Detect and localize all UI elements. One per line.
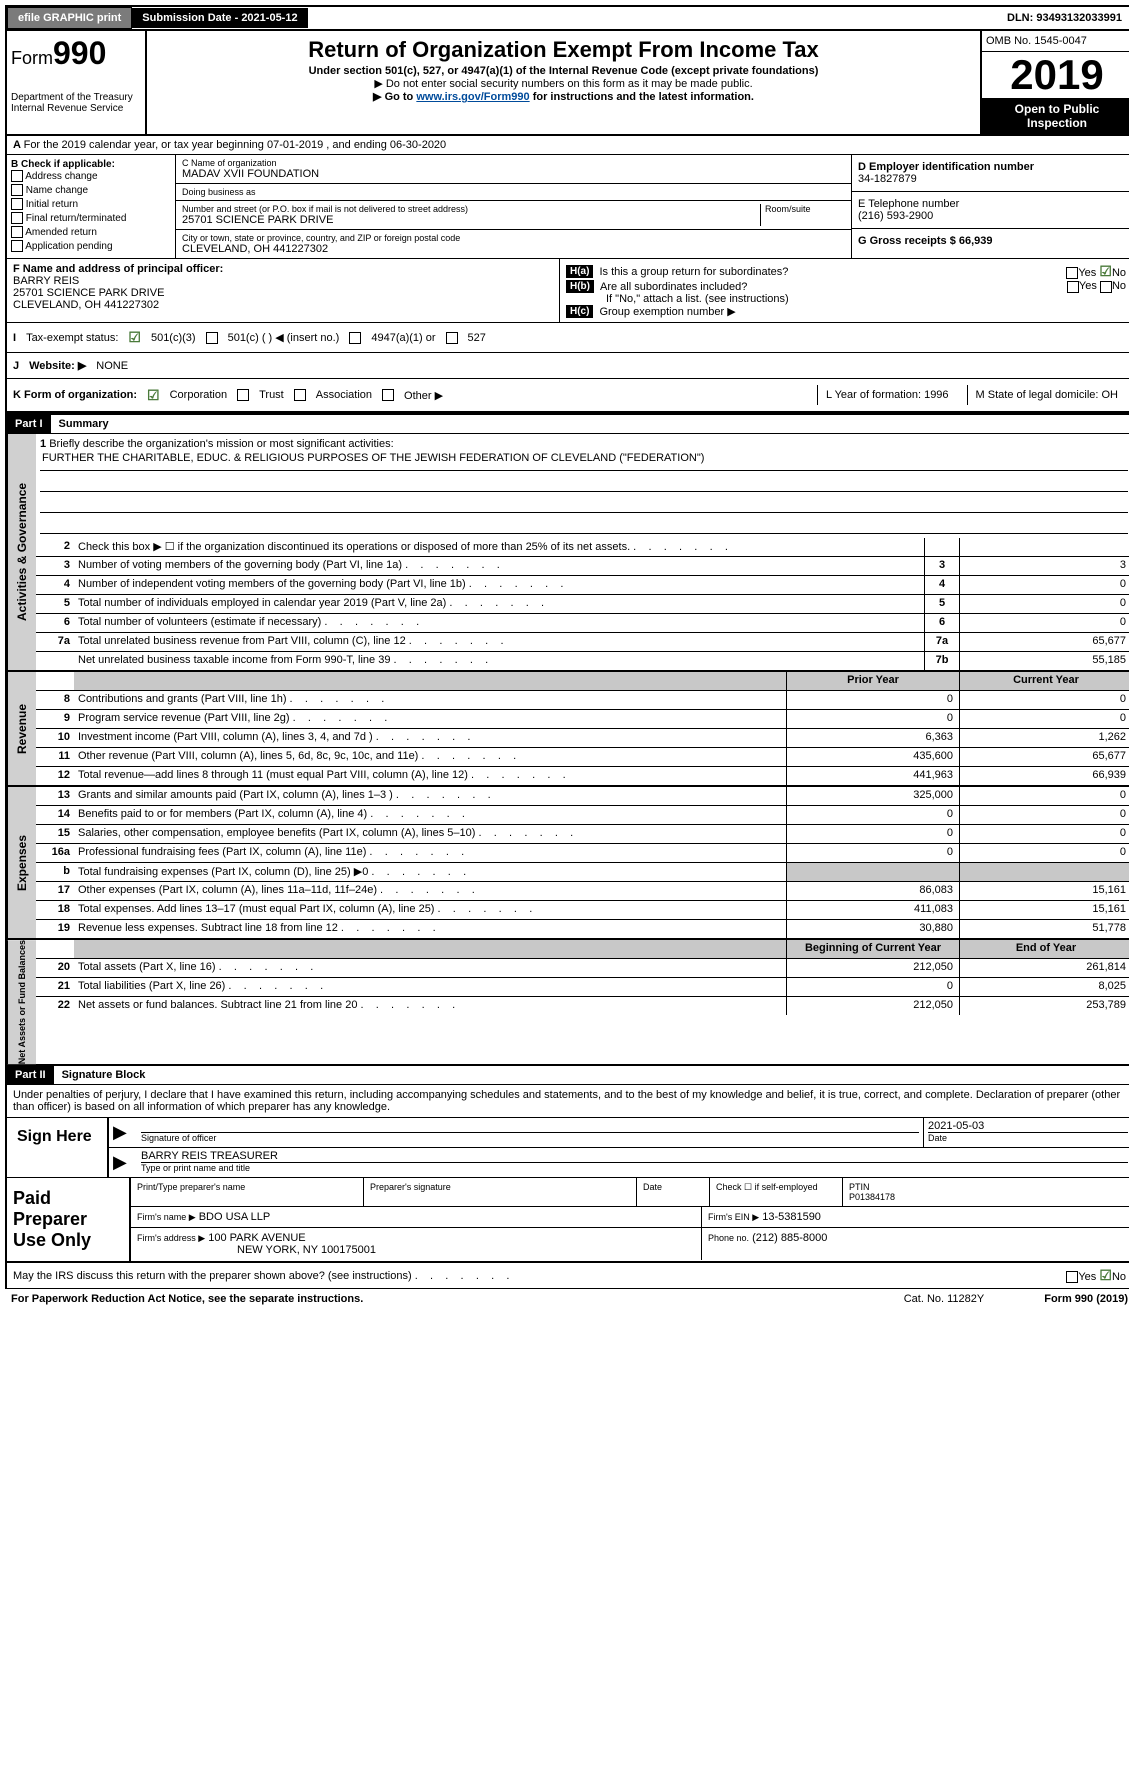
table-row: 16aProfessional fundraising fees (Part I… bbox=[36, 844, 1129, 863]
table-row: 7aTotal unrelated business revenue from … bbox=[36, 633, 1129, 652]
side-expenses: Expenses bbox=[7, 787, 36, 938]
side-net-assets: Net Assets or Fund Balances bbox=[7, 940, 36, 1064]
table-row: 15Salaries, other compensation, employee… bbox=[36, 825, 1129, 844]
check-amended[interactable]: Amended return bbox=[11, 226, 171, 240]
dept-label: Department of the Treasury Internal Reve… bbox=[11, 92, 141, 114]
table-row: 3Number of voting members of the governi… bbox=[36, 557, 1129, 576]
net-assets-section: Net Assets or Fund Balances Beginning of… bbox=[5, 940, 1129, 1066]
governance-section: Activities & Governance 1 Briefly descri… bbox=[5, 434, 1129, 672]
firm-ein: 13-5381590 bbox=[762, 1211, 821, 1223]
sign-here-label: Sign Here bbox=[7, 1118, 109, 1177]
table-row: 13Grants and similar amounts paid (Part … bbox=[36, 787, 1129, 806]
col-b-checkboxes: B Check if applicable: Address change Na… bbox=[7, 155, 176, 258]
irs-link[interactable]: www.irs.gov/Form990 bbox=[416, 91, 529, 103]
ein: 34-1827879 bbox=[858, 173, 917, 185]
table-row: 20Total assets (Part X, line 16)212,0502… bbox=[36, 959, 1129, 978]
website-value: NONE bbox=[96, 360, 128, 372]
form-ref: Form 990 (2019) bbox=[1044, 1293, 1128, 1305]
table-row: Net unrelated business taxable income fr… bbox=[36, 652, 1129, 670]
officer-sign-name: BARRY REIS TREASURER bbox=[141, 1150, 1128, 1162]
check-pending[interactable]: Application pending bbox=[11, 240, 171, 254]
website-row: J Website: ▶ NONE bbox=[5, 353, 1129, 379]
form-title: Return of Organization Exempt From Incom… bbox=[151, 37, 976, 63]
table-row: 21Total liabilities (Part X, line 26)08,… bbox=[36, 978, 1129, 997]
tax-year: 2019 bbox=[982, 52, 1129, 98]
gross-receipts: G Gross receipts $ 66,939 bbox=[858, 235, 993, 247]
table-row: 19Revenue less expenses. Subtract line 1… bbox=[36, 920, 1129, 938]
part-2-header: Part II Signature Block bbox=[5, 1066, 1129, 1085]
instr-1: ▶ Do not enter social security numbers o… bbox=[151, 77, 976, 90]
table-row: 14Benefits paid to or for members (Part … bbox=[36, 806, 1129, 825]
row-a-period: A For the 2019 calendar year, or tax yea… bbox=[5, 136, 1129, 155]
table-row: 8Contributions and grants (Part VIII, li… bbox=[36, 691, 1129, 710]
year-formation: L Year of formation: 1996 bbox=[817, 385, 957, 405]
instr-2: ▶ Go to www.irs.gov/Form990 for instruct… bbox=[151, 90, 976, 103]
org-name: MADAV XVII FOUNDATION bbox=[182, 168, 845, 180]
efile-button[interactable]: efile GRAPHIC print bbox=[7, 7, 132, 29]
k-row: K Form of organization: ☑Corporation Tru… bbox=[5, 379, 1129, 413]
table-row: 12Total revenue—add lines 8 through 11 (… bbox=[36, 767, 1129, 785]
city-state-zip: CLEVELAND, OH 441227302 bbox=[182, 243, 845, 255]
table-row: 2Check this box ▶ ☐ if the organization … bbox=[36, 538, 1129, 557]
firm-addr: 100 PARK AVENUE bbox=[208, 1232, 305, 1244]
side-revenue: Revenue bbox=[7, 672, 36, 785]
firm-name: BDO USA LLP bbox=[199, 1211, 271, 1223]
check-initial[interactable]: Initial return bbox=[11, 198, 171, 212]
form-subtitle: Under section 501(c), 527, or 4947(a)(1)… bbox=[151, 65, 976, 77]
cat-no: Cat. No. 11282Y bbox=[904, 1293, 985, 1305]
check-final[interactable]: Final return/terminated bbox=[11, 212, 171, 226]
entity-block: B Check if applicable: Address change Na… bbox=[5, 155, 1129, 259]
firm-phone: (212) 885-8000 bbox=[752, 1232, 827, 1244]
check-address[interactable]: Address change bbox=[11, 170, 171, 184]
officer-row: F Name and address of principal officer:… bbox=[5, 259, 1129, 323]
omb-number: OMB No. 1545-0047 bbox=[982, 31, 1129, 52]
table-row: 10Investment income (Part VIII, column (… bbox=[36, 729, 1129, 748]
state-domicile: M State of legal domicile: OH bbox=[967, 385, 1126, 405]
dln: DLN: 93493132033991 bbox=[997, 8, 1129, 28]
table-row: 4Number of independent voting members of… bbox=[36, 576, 1129, 595]
table-row: 18Total expenses. Add lines 13–17 (must … bbox=[36, 901, 1129, 920]
table-row: 6Total number of volunteers (estimate if… bbox=[36, 614, 1129, 633]
check-name[interactable]: Name change bbox=[11, 184, 171, 198]
mission-text: FURTHER THE CHARITABLE, EDUC. & RELIGIOU… bbox=[40, 450, 1128, 471]
footer: For Paperwork Reduction Act Notice, see … bbox=[5, 1289, 1129, 1309]
officer-name: BARRY REIS bbox=[13, 275, 79, 287]
check-501c3: ☑ bbox=[128, 329, 141, 346]
form-number: Form990 bbox=[11, 35, 141, 72]
tax-status-row: I Tax-exempt status: ☑501(c)(3) 501(c) (… bbox=[5, 323, 1129, 353]
table-row: bTotal fundraising expenses (Part IX, co… bbox=[36, 863, 1129, 882]
street-address: 25701 SCIENCE PARK DRIVE bbox=[182, 214, 760, 226]
table-row: 11Other revenue (Part VIII, column (A), … bbox=[36, 748, 1129, 767]
revenue-section: Revenue Prior YearCurrent Year 8Contribu… bbox=[5, 672, 1129, 787]
table-row: 9Program service revenue (Part VIII, lin… bbox=[36, 710, 1129, 729]
paid-preparer-label: Paid Preparer Use Only bbox=[7, 1178, 131, 1261]
sign-date: 2021-05-03 bbox=[928, 1120, 1128, 1132]
part-1-header: Part I Summary bbox=[5, 413, 1129, 434]
table-row: 5Total number of individuals employed in… bbox=[36, 595, 1129, 614]
phone: (216) 593-2900 bbox=[858, 210, 933, 222]
ptin: P01384178 bbox=[849, 1192, 895, 1202]
perjury-text: Under penalties of perjury, I declare th… bbox=[7, 1085, 1129, 1118]
discuss-row: May the IRS discuss this return with the… bbox=[5, 1263, 1129, 1289]
expenses-section: Expenses 13Grants and similar amounts pa… bbox=[5, 787, 1129, 940]
form-header: Form990 Department of the Treasury Inter… bbox=[5, 31, 1129, 136]
top-bar: efile GRAPHIC print Submission Date - 20… bbox=[5, 5, 1129, 31]
table-row: 22Net assets or fund balances. Subtract … bbox=[36, 997, 1129, 1015]
inspection-label: Open to Public Inspection bbox=[982, 98, 1129, 134]
table-row: 17Other expenses (Part IX, column (A), l… bbox=[36, 882, 1129, 901]
side-governance: Activities & Governance bbox=[7, 434, 36, 670]
submission-date: Submission Date - 2021-05-12 bbox=[132, 8, 307, 28]
signature-block: Under penalties of perjury, I declare th… bbox=[5, 1085, 1129, 1263]
